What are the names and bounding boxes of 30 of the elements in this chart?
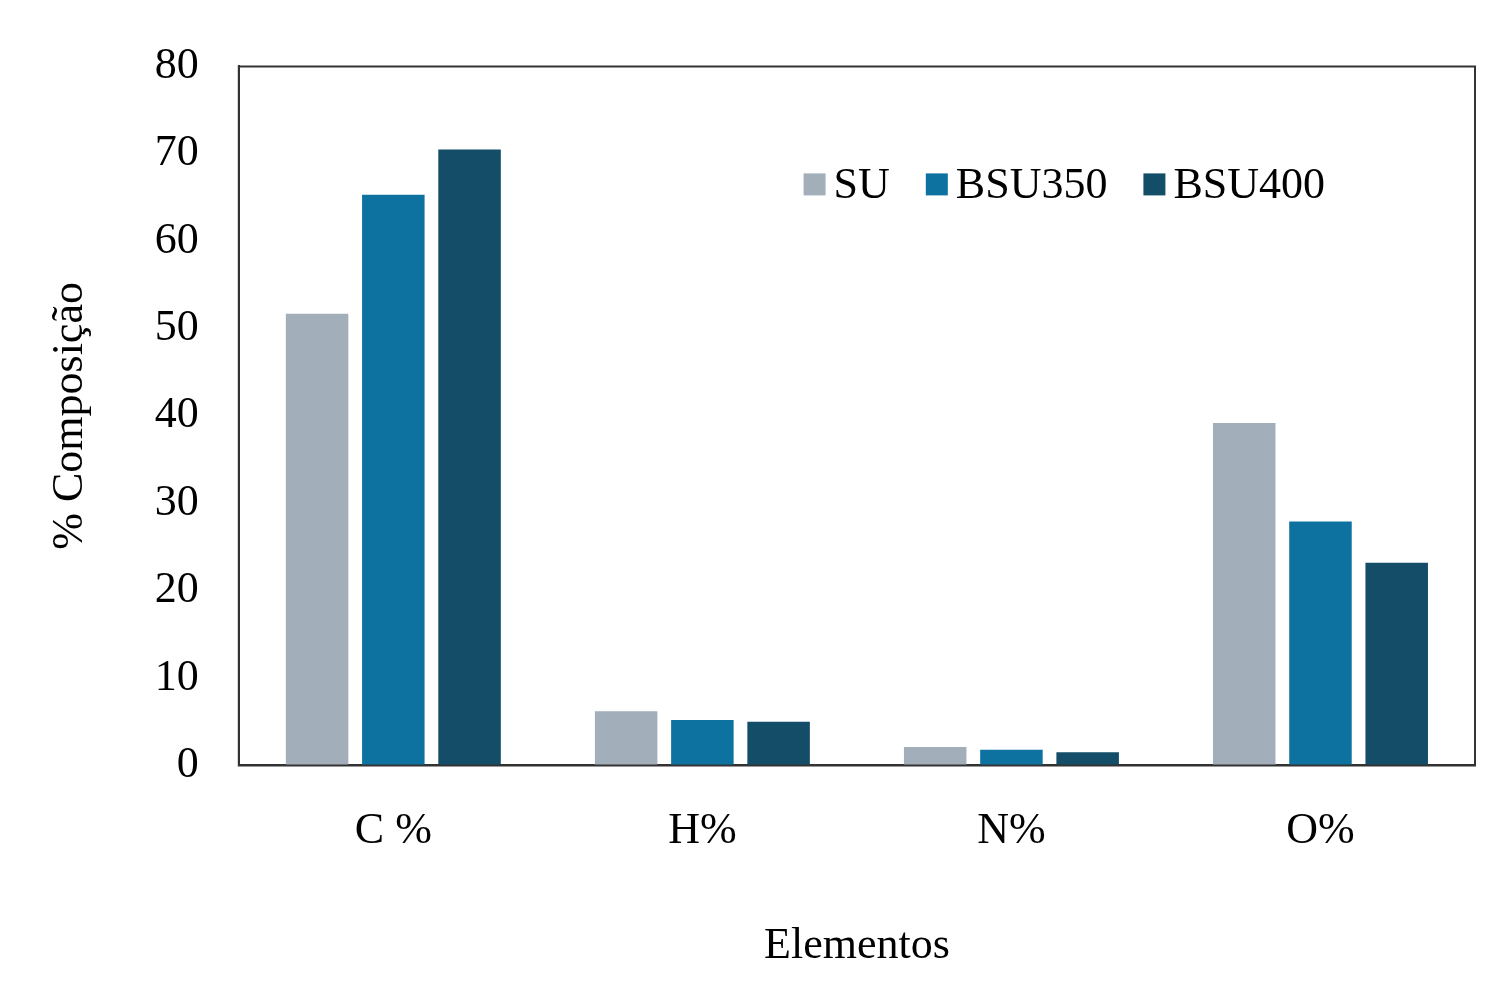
- y-tick-label: 40: [154, 388, 199, 438]
- bar: [903, 747, 967, 766]
- legend-label: BSU400: [1173, 158, 1325, 208]
- y-tick-label: 10: [154, 650, 199, 700]
- bar: [980, 749, 1043, 766]
- bar: [438, 149, 501, 766]
- x-tick-label: N%: [977, 804, 1046, 854]
- y-tick-label: 0: [176, 737, 199, 787]
- x-tick-label: H%: [668, 804, 737, 854]
- bar: [1056, 752, 1119, 766]
- bar: [362, 194, 425, 766]
- bar: [1289, 521, 1352, 766]
- bar: [747, 721, 810, 766]
- x-tick-label: C %: [354, 804, 432, 854]
- bar: [1365, 562, 1428, 766]
- bar: [285, 313, 349, 766]
- bar: [594, 711, 658, 766]
- bar: [1212, 422, 1276, 766]
- y-axis-title: % Composição: [42, 282, 92, 550]
- y-tick-label: 80: [154, 38, 199, 88]
- y-tick-label: 60: [154, 213, 199, 263]
- bar: [671, 719, 734, 766]
- y-tick-label: 20: [154, 563, 199, 613]
- legend-label: SU: [833, 158, 890, 208]
- y-tick-label: 30: [154, 475, 199, 525]
- legend-label: BSU350: [955, 158, 1108, 208]
- x-tick-label: O%: [1286, 804, 1355, 854]
- x-axis-title: Elementos: [764, 919, 950, 969]
- y-tick-label: 50: [154, 301, 199, 351]
- y-tick-label: 70: [154, 126, 199, 176]
